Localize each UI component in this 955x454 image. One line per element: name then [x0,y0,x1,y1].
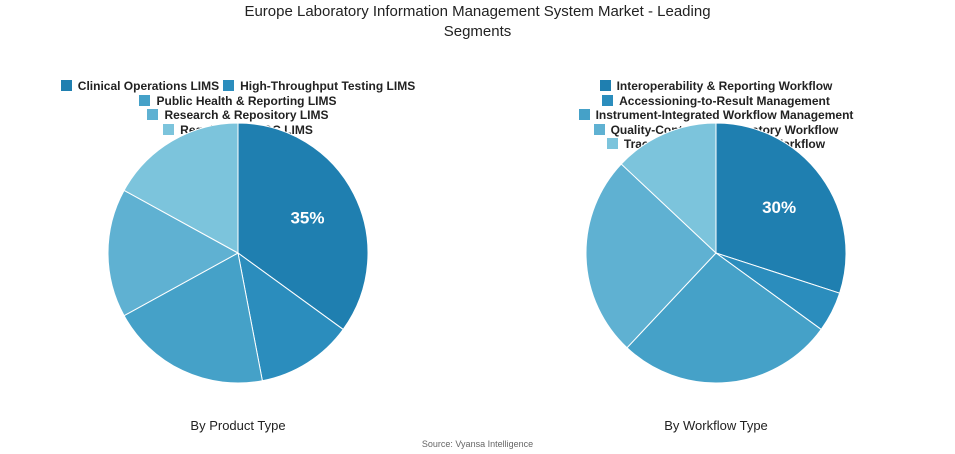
legend-swatch [60,80,72,91]
legend-label: Public Health & Reporting LIMS [156,93,337,108]
pie-slice [107,189,240,317]
subtitle-product: By Product Type [190,418,286,433]
legend-item: Clinical Operations LIMS [60,79,220,94]
pie-slice [237,122,369,331]
legend-label: Instrument-Integrated Workflow Managemen… [595,108,854,122]
legend-swatch [223,80,235,91]
source-note: Source: Vyansa Intelligence [421,439,534,449]
legend-item: Accessioning-to-Result Management [602,94,830,109]
pie-slice [715,122,847,294]
legend-swatch [602,94,614,106]
legend-label: High-Throughput Testing LIMS [240,79,416,93]
legend-swatch [606,138,618,149]
pie-slice [585,163,717,349]
legend-swatch [599,80,611,91]
legend-swatch [147,109,159,120]
pie-slice [626,252,822,384]
legend-item: High-Throughput Testing LIMS [223,79,415,94]
legend-label: Interoperability & Reporting Workflow [616,79,833,93]
pie-slice [123,122,239,254]
data-label: 30% [762,198,796,217]
chart-title: Europe Laboratory Information Management… [244,3,711,40]
pie-slice [123,252,263,384]
legend-swatch [163,123,175,135]
legend-swatch [593,123,605,135]
subtitle-workflow: By Workflow Type [664,418,768,433]
legend-item: Instrument-Integrated Workflow Managemen… [578,108,854,123]
legend-item: Interoperability & Reporting Workflow [599,79,833,94]
legend-item: Public Health & Reporting LIMS [139,93,337,109]
legend-label: Accessioning-to-Result Management [619,93,830,108]
data-label: 35% [290,209,324,228]
pie-slice [620,122,717,255]
legend-item: Research & Repository LIMS [147,108,329,123]
pie-slice [237,251,344,382]
legend-swatch [578,109,590,120]
legend-label: Clinical Operations LIMS [77,79,220,93]
legend-label: Research & Repository LIMS [164,108,329,122]
legend-swatch [139,94,151,106]
